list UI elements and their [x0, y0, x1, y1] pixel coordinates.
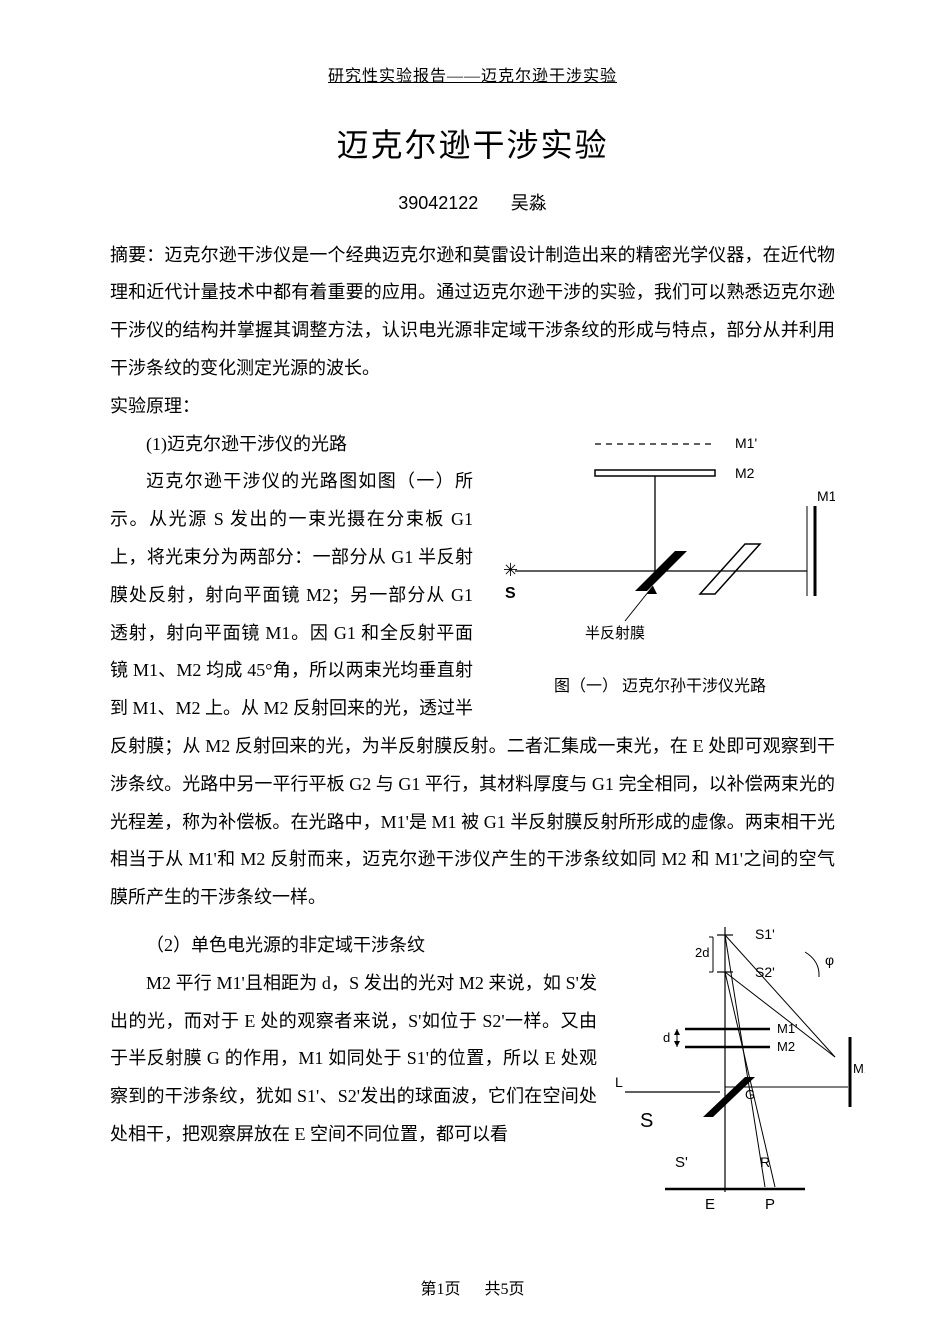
abstract: 摘要：迈克尔逊干涉仪是一个经典迈克尔逊和莫雷设计制造出来的精密光学仪器，在近代物… — [110, 237, 835, 388]
label-s: S — [505, 585, 516, 602]
label-g: G — [745, 1087, 755, 1102]
label-m1p2: M1' — [777, 1021, 798, 1036]
page-total: 共5页 — [485, 1281, 525, 1298]
label-e: E — [705, 1196, 715, 1213]
running-head: 研究性实验报告——迈克尔逊干涉实验 — [110, 60, 835, 94]
michelson-diagram-icon: M1' M2 M1 ✳ S — [485, 426, 835, 666]
abstract-label: 摘要： — [110, 245, 164, 265]
principle-heading: 实验原理： — [110, 388, 835, 426]
label-sp: S' — [675, 1154, 688, 1171]
page-current: 第1页 — [420, 1281, 460, 1298]
page: 研究性实验报告——迈克尔逊干涉实验 迈克尔逊干涉实验 39042122 吴淼 摘… — [0, 0, 945, 1337]
virtual-source-diagram-icon: S1' 2d S2' φ M1' M2 — [605, 917, 865, 1217]
source-star-icon: ✳ — [503, 560, 518, 580]
document-title: 迈克尔逊干涉实验 — [110, 112, 835, 179]
byline: 39042122 吴淼 — [110, 185, 835, 223]
label-m1prime: M1' — [735, 435, 757, 451]
label-2d: 2d — [695, 945, 709, 960]
figure-1: M1' M2 M1 ✳ S — [485, 426, 835, 706]
label-l: L — [615, 1074, 623, 1090]
label-m22: M2 — [777, 1039, 795, 1054]
figure-1-caption: 图（一） 迈克尔孙干涉仪光路 — [485, 670, 835, 704]
label-film: 半反射膜 — [585, 625, 645, 642]
label-p: P — [765, 1196, 775, 1213]
label-r: R — [760, 1154, 770, 1170]
student-id: 39042122 — [398, 193, 478, 213]
label-m1: M1 — [817, 488, 835, 504]
figure-2: S1' 2d S2' φ M1' M2 — [605, 917, 865, 1217]
label-m2: M2 — [735, 465, 755, 481]
label-s2: S — [640, 1110, 653, 1132]
author-name: 吴淼 — [511, 193, 547, 213]
label-phi: φ — [825, 952, 834, 968]
label-s1p: S1' — [755, 926, 775, 942]
label-m12: M1 — [853, 1061, 865, 1076]
label-d: d — [663, 1030, 670, 1045]
page-footer: 第1页 共5页 — [0, 1273, 945, 1307]
abstract-text: 迈克尔逊干涉仪是一个经典迈克尔逊和莫雷设计制造出来的精密光学仪器，在近代物理和近… — [110, 245, 835, 378]
